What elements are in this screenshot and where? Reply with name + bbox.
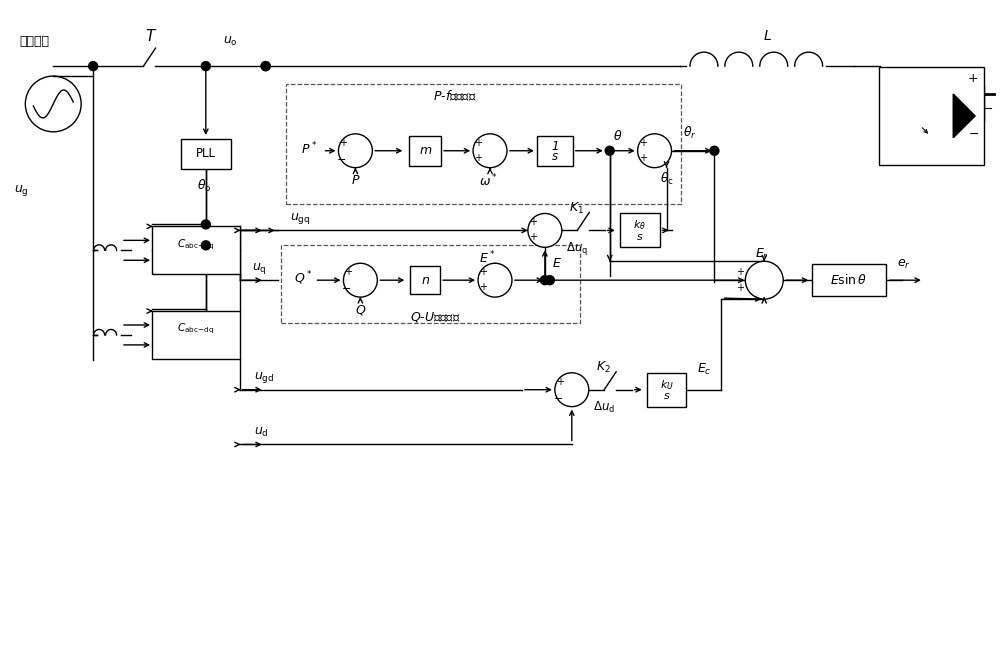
Circle shape [710,146,719,155]
Bar [410,266,440,294]
Text: $\theta$: $\theta$ [613,129,622,143]
Bar [409,136,441,166]
Text: $u_{\rm d}$: $u_{\rm d}$ [254,426,268,439]
Text: 1: 1 [551,140,559,153]
Text: $\theta_{\rm c}$: $\theta_{\rm c}$ [660,170,674,186]
Text: PLL: PLL [196,147,216,160]
Text: $\theta_{\rm o}$: $\theta_{\rm o}$ [197,177,211,194]
Text: $s$: $s$ [551,150,559,163]
Text: +: + [556,377,564,387]
Text: $-$: $-$ [553,392,563,402]
Text: +: + [529,232,537,243]
Text: $K_2$: $K_2$ [596,361,611,375]
Text: $E^*$: $E^*$ [479,250,495,266]
Text: $u_{\rm o}$: $u_{\rm o}$ [223,35,238,48]
Bar [152,311,240,359]
Text: $u_{\rm q}$: $u_{\rm q}$ [252,261,266,275]
Text: 船舶电网: 船舶电网 [19,35,49,48]
Circle shape [261,62,270,70]
Text: $s$: $s$ [636,232,643,242]
Text: $L$: $L$ [763,29,772,43]
Text: $E$: $E$ [552,257,562,270]
Circle shape [201,241,210,250]
Text: $Q^*$: $Q^*$ [294,270,312,287]
Circle shape [261,62,270,70]
Text: +: + [529,217,537,228]
Text: $P$-$f$下垂控制: $P$-$f$下垂控制 [433,89,477,103]
Circle shape [745,261,783,299]
Circle shape [555,373,589,406]
Circle shape [201,220,210,229]
Bar [181,139,231,168]
Circle shape [201,62,210,70]
Text: $u_{\rm g}$: $u_{\rm g}$ [14,183,29,198]
Text: +: + [479,282,487,292]
Text: $s$: $s$ [663,392,670,401]
Text: $\theta_r$: $\theta_r$ [683,124,696,141]
Polygon shape [953,94,975,138]
Text: +: + [479,267,487,277]
Text: $m$: $m$ [419,144,432,157]
Text: +: + [736,267,744,277]
Circle shape [545,275,554,284]
Circle shape [89,62,98,70]
Text: +: + [474,138,482,148]
Text: $-$: $-$ [341,282,351,292]
Text: $T$: $T$ [145,28,157,45]
Text: $P^*$: $P^*$ [301,141,317,157]
Bar [812,264,886,296]
Text: $-$: $-$ [968,127,979,141]
Bar [286,84,681,204]
Text: +: + [344,267,352,277]
Text: $Q$-$U$下垂控制: $Q$-$U$下垂控制 [410,310,461,324]
Text: +: + [474,153,482,163]
Text: $u_{\rm gd}$: $u_{\rm gd}$ [254,370,274,385]
Circle shape [343,263,377,297]
Text: +: + [639,153,647,163]
Circle shape [338,134,372,168]
Text: $E\sin\theta$: $E\sin\theta$ [830,273,868,287]
Circle shape [528,213,562,247]
Bar [281,245,580,323]
Bar [879,67,984,164]
Text: $E_c$: $E_c$ [697,362,712,377]
Circle shape [540,275,549,284]
Text: $-$: $-$ [336,153,347,163]
Circle shape [605,146,614,155]
Text: $n$: $n$ [421,273,430,286]
Text: $u_{\rm gq}$: $u_{\rm gq}$ [290,211,310,226]
Text: $k_U$: $k_U$ [660,378,674,392]
Text: +: + [639,138,647,148]
Text: $\omega^*$: $\omega^*$ [479,172,497,189]
Circle shape [638,134,672,168]
Text: +: + [736,283,744,293]
Bar [620,213,660,247]
Text: $\Delta u_{\rm q}$: $\Delta u_{\rm q}$ [566,240,588,257]
Bar [152,226,240,274]
Text: $\Delta u_{\rm d}$: $\Delta u_{\rm d}$ [593,400,615,415]
Bar [647,373,686,406]
Text: $k_{\theta}$: $k_{\theta}$ [633,219,646,232]
Text: $K_1$: $K_1$ [569,201,584,216]
Circle shape [478,263,512,297]
Text: $Q$: $Q$ [355,303,366,317]
Text: $E_r$: $E_r$ [755,247,769,262]
Text: $P$: $P$ [351,174,360,187]
Text: +: + [968,72,978,84]
Text: +: + [339,138,347,148]
Bar [537,136,573,166]
Text: $e_r$: $e_r$ [897,258,911,271]
Text: $C_{\rm abc\!-\!dq}$: $C_{\rm abc\!-\!dq}$ [177,322,215,336]
Text: $C_{\rm abc\!-\!dq}$: $C_{\rm abc\!-\!dq}$ [177,237,215,252]
Circle shape [473,134,507,168]
